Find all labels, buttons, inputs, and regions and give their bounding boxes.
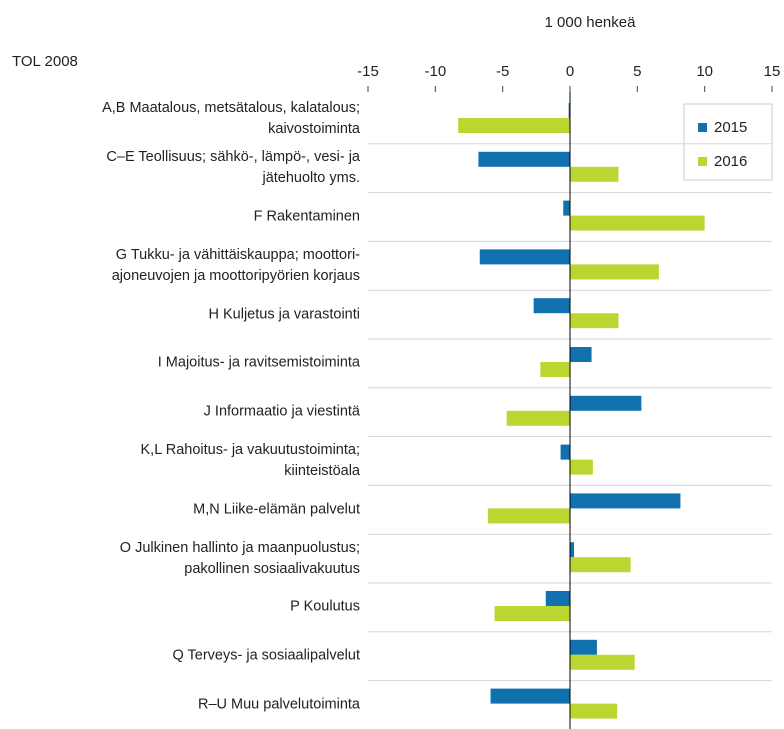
category-label: G Tukku- ja vähittäiskauppa; moottori- a… bbox=[111, 246, 360, 284]
legend-label: 2015 bbox=[714, 119, 747, 136]
legend-box bbox=[683, 103, 773, 181]
legend-label: 2016 bbox=[714, 153, 747, 170]
bar bbox=[506, 410, 570, 426]
category-label: M,N Liike-elämän palvelut bbox=[193, 501, 360, 518]
bar bbox=[545, 591, 570, 606]
bar bbox=[479, 249, 570, 265]
x-tick-label: 10 bbox=[696, 63, 713, 80]
x-tick-label: 5 bbox=[633, 63, 641, 80]
bar bbox=[570, 639, 597, 655]
x-tick-label: -15 bbox=[357, 63, 379, 80]
bar bbox=[478, 151, 570, 167]
bar bbox=[563, 200, 570, 216]
bar bbox=[533, 298, 570, 314]
category-label: O Julkinen hallinto ja maanpuolustus; pa… bbox=[119, 539, 360, 577]
bar bbox=[570, 703, 618, 719]
bar bbox=[458, 118, 570, 133]
axis-label: 1 000 henkeä bbox=[545, 14, 637, 31]
category-label: P Koulutus bbox=[290, 598, 360, 615]
tol-label: TOL 2008 bbox=[12, 53, 78, 70]
x-tick-label: -5 bbox=[496, 63, 509, 80]
category-label: C–E Teollisuus; sähkö-, lämpö-, vesi- ja… bbox=[106, 149, 360, 187]
bar bbox=[570, 654, 635, 670]
bar bbox=[570, 166, 619, 182]
bar bbox=[490, 688, 570, 704]
bar bbox=[570, 459, 593, 475]
legend-swatch bbox=[698, 123, 707, 132]
x-tick-label: 15 bbox=[764, 63, 781, 80]
bar bbox=[570, 313, 619, 329]
bar bbox=[540, 362, 570, 377]
category-label: R–U Muu palvelutoiminta bbox=[198, 696, 360, 713]
category-label: K,L Rahoitus- ja vakuutustoiminta; kiint… bbox=[140, 442, 361, 479]
category-label: A,B Maatalous, metsätalous, kalatalous; … bbox=[102, 100, 360, 138]
x-tick-label: 0 bbox=[566, 63, 574, 80]
bar bbox=[487, 508, 570, 524]
bar bbox=[570, 347, 592, 362]
category-label: F Rakentaminen bbox=[253, 208, 360, 225]
bar bbox=[494, 606, 570, 621]
bar bbox=[570, 557, 631, 573]
category-label: J Informaatio ja viestintä bbox=[203, 403, 360, 420]
category-label: I Majoitus- ja ravitsemistoiminta bbox=[157, 354, 360, 371]
bar bbox=[570, 493, 681, 509]
category-label: H Kuljetus ja varastointi bbox=[208, 306, 360, 323]
bar bbox=[570, 542, 575, 558]
bar bbox=[570, 264, 659, 280]
category-label: Q Terveys- ja sosiaalipalvelut bbox=[172, 647, 360, 664]
bar bbox=[570, 395, 642, 411]
bar bbox=[570, 215, 705, 231]
bar bbox=[568, 103, 570, 118]
bar bbox=[560, 444, 570, 460]
legend-swatch bbox=[698, 157, 707, 166]
x-tick-label: -10 bbox=[424, 63, 446, 80]
